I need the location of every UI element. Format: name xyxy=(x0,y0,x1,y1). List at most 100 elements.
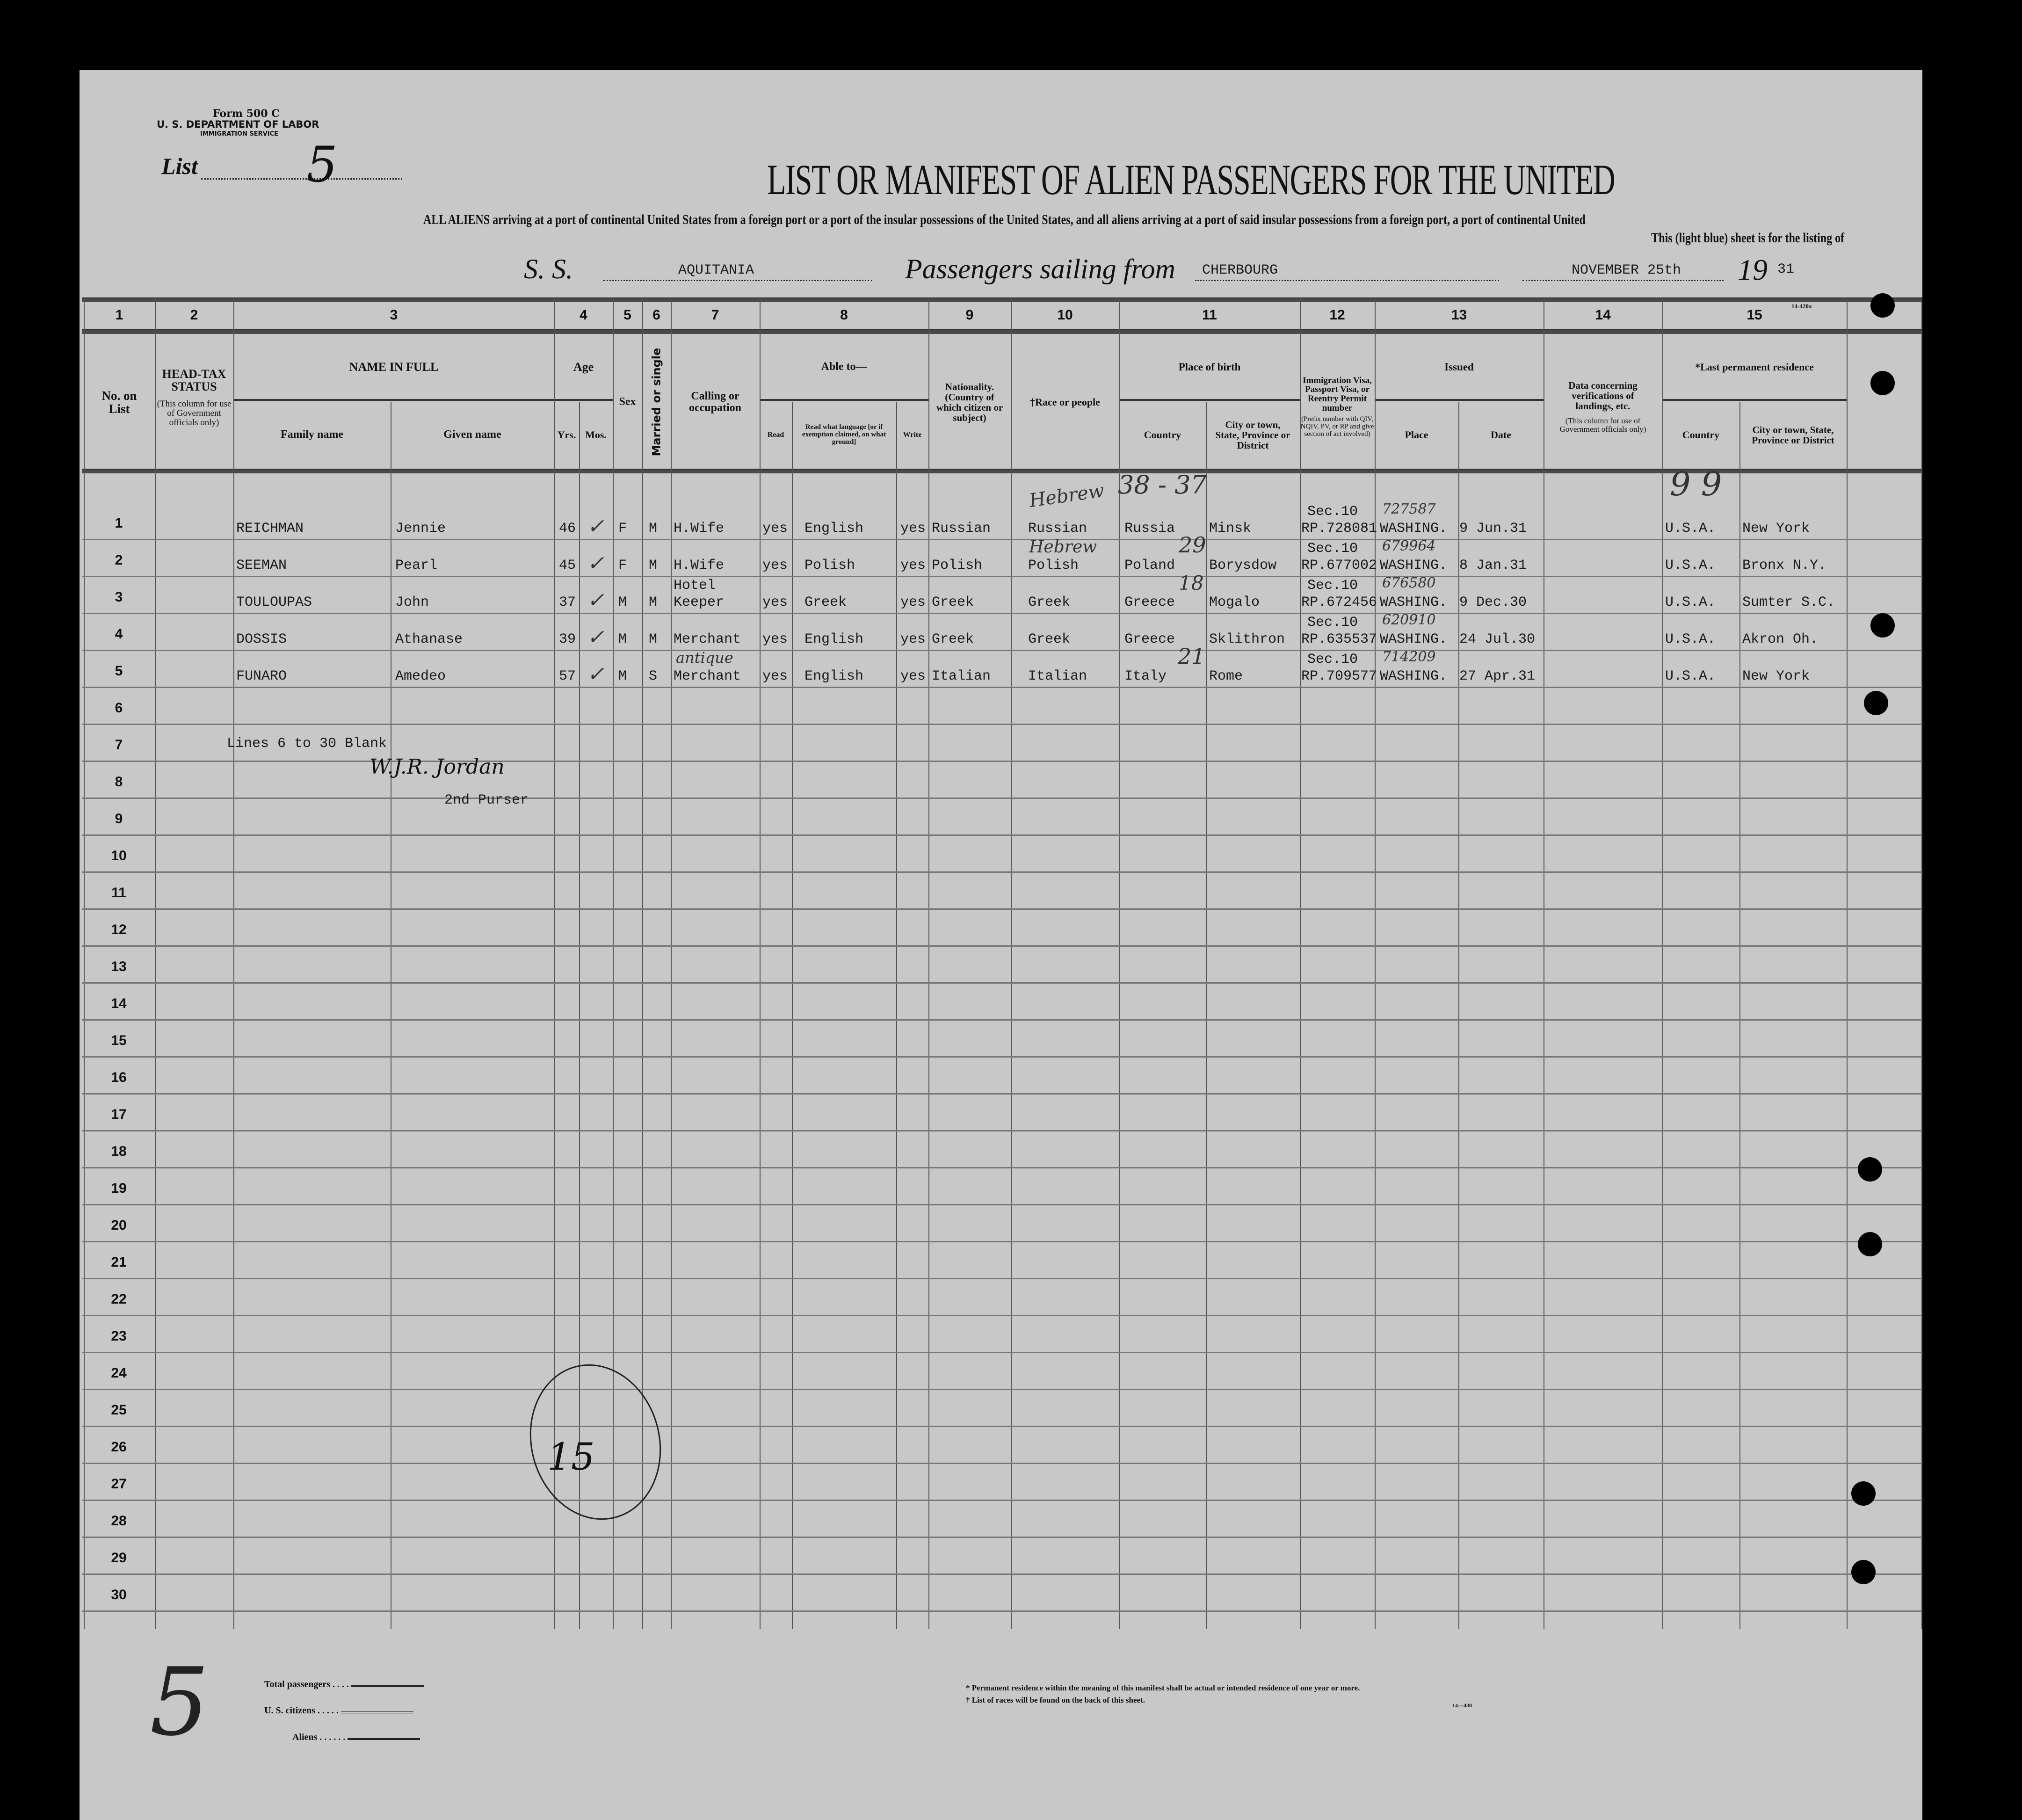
header-name-in-full: NAME IN FULL xyxy=(349,360,439,374)
header-visa: Immigration Visa, Passport Visa, or Reen… xyxy=(1300,346,1375,468)
cell-read-lang: English xyxy=(804,521,864,537)
binder-hole xyxy=(1851,1481,1876,1506)
subcolumn-rule xyxy=(792,402,793,1629)
subheader-rule xyxy=(1662,399,1847,401)
column-rule xyxy=(928,299,929,1629)
cell-visa-section: Sec.10 xyxy=(1307,504,1358,520)
cell-yrs: 37 xyxy=(559,595,576,610)
subcolumn-rule xyxy=(1739,402,1740,1629)
column-number: 5 xyxy=(623,307,631,323)
service: IMMIGRATION SERVICE xyxy=(200,131,279,138)
column-rule xyxy=(1119,299,1120,1629)
ss-label: S. S. xyxy=(524,254,573,284)
header-age: Age xyxy=(573,360,594,374)
footnote-residence: * Permanent residence within the meaning… xyxy=(966,1683,1360,1692)
header-verification: Data concerning verifications of landing… xyxy=(1544,355,1662,458)
cell-birth-city: Borysdow xyxy=(1209,558,1277,573)
cell-marital: S xyxy=(649,668,658,684)
binder-hole xyxy=(1864,691,1888,715)
row-rule xyxy=(82,761,1922,762)
binder-hole xyxy=(1870,613,1895,638)
subheader-rule xyxy=(233,399,613,401)
married-label: Married or single xyxy=(649,348,663,457)
column-rule xyxy=(671,299,672,1629)
signer-title: 2nd Purser xyxy=(444,792,529,808)
header-issued-place: Place xyxy=(1405,429,1428,441)
row-rule xyxy=(82,1500,1922,1501)
cell-nationality: Russian xyxy=(932,521,991,537)
row-number: 3 xyxy=(115,589,123,605)
cell-given: Jennie xyxy=(395,521,446,537)
cell-issued-date: 27 Apr.31 xyxy=(1459,668,1536,684)
subcolumn-rule xyxy=(1458,402,1459,1629)
column-number: 8 xyxy=(840,307,848,323)
row-number: 15 xyxy=(111,1033,127,1048)
cell-birth-city: Sklithron xyxy=(1209,631,1285,647)
row-rule xyxy=(82,539,1922,540)
annotation-birth-2: 29 xyxy=(1179,532,1206,558)
header-family-name: Family name xyxy=(281,428,343,441)
row-rule xyxy=(82,1610,1922,1612)
table-rule xyxy=(82,297,1922,302)
list-mark-bottom: 5 xyxy=(150,1648,210,1757)
cell-visa-section: Sec.10 xyxy=(1307,578,1358,594)
row-rule xyxy=(82,1167,1922,1168)
header-calling: Calling or occupation xyxy=(688,390,741,414)
check-mark-icon: ✓ xyxy=(587,625,604,649)
column-number: 11 xyxy=(1202,307,1217,323)
cell-family: DOSSIS xyxy=(236,631,287,647)
header-nationality: Nationality. (Country of which citizen o… xyxy=(936,381,1003,424)
footer-form-code: 14—430 xyxy=(1452,1702,1472,1709)
cell-visa-no: RP.709577 xyxy=(1301,668,1377,684)
subheader-rule xyxy=(760,399,928,401)
row-number: 6 xyxy=(115,700,123,716)
cell-res-city: Akron Oh. xyxy=(1742,631,1819,647)
cell-given: John xyxy=(395,595,429,610)
subtitle-line-1: ALL ALIENS arriving at a port of contine… xyxy=(423,212,1586,227)
row-number: 7 xyxy=(115,737,123,753)
cell-sex: F xyxy=(618,521,627,537)
annotation-permit-4: 620910 xyxy=(1382,612,1436,628)
cell-marital: M xyxy=(649,521,658,537)
footer-aliens: Aliens . . . . . . xyxy=(292,1732,420,1743)
subcolumn-rule xyxy=(579,402,580,1629)
row-number: 18 xyxy=(111,1144,127,1159)
annotation-race-2: Hebrew xyxy=(1029,537,1097,557)
header-mos: Mos. xyxy=(585,429,607,441)
binder-hole xyxy=(1851,1560,1876,1584)
header-issued-date: Date xyxy=(1491,429,1511,441)
row-number: 21 xyxy=(111,1254,127,1270)
column-number: 10 xyxy=(1057,307,1073,323)
cell-race: Greek xyxy=(1028,631,1071,647)
header-write: Write xyxy=(903,430,922,439)
check-mark-icon: ✓ xyxy=(587,515,604,538)
cell-visa-section: Sec.10 xyxy=(1307,652,1358,667)
cell-res-country: U.S.A. xyxy=(1665,668,1716,684)
column-rule xyxy=(1921,299,1922,1629)
cell-yrs: 57 xyxy=(559,668,576,684)
page-title: LIST OR MANIFEST OF ALIEN PASSENGERS FOR… xyxy=(767,156,1616,203)
column-rule xyxy=(613,299,614,1629)
column-rule xyxy=(155,299,156,1629)
row-number: 4 xyxy=(115,626,123,642)
cell-birth-city: Minsk xyxy=(1209,521,1252,537)
check-mark-icon: ✓ xyxy=(587,662,604,686)
annotation-residence-top: 9 9 xyxy=(1670,465,1722,503)
cell-read-lang: English xyxy=(804,631,864,647)
cell-birth-city: Rome xyxy=(1209,668,1243,684)
header-sex: Sex xyxy=(619,396,636,408)
cell-birth-city: Mogalo xyxy=(1209,595,1260,610)
header-issued: Issued xyxy=(1444,361,1474,373)
header-read-language: Read what language [or if exemption clai… xyxy=(802,423,886,446)
annotation-birth-3: 18 xyxy=(1179,572,1204,595)
annotation-occupation-5: antique xyxy=(676,649,733,667)
cell-nationality: Greek xyxy=(932,631,974,647)
cell-given: Pearl xyxy=(395,558,438,573)
subcolumn-rule xyxy=(896,402,897,1629)
footer-total-passengers: Total passengers . . . . xyxy=(264,1679,424,1690)
annotation-permit-5: 714209 xyxy=(1382,649,1436,665)
row-rule xyxy=(82,1130,1922,1131)
cell-res-city: New York xyxy=(1742,668,1810,684)
header-birth-city: City or town, State, Province or Distric… xyxy=(1215,419,1290,451)
row-rule xyxy=(82,945,1922,947)
